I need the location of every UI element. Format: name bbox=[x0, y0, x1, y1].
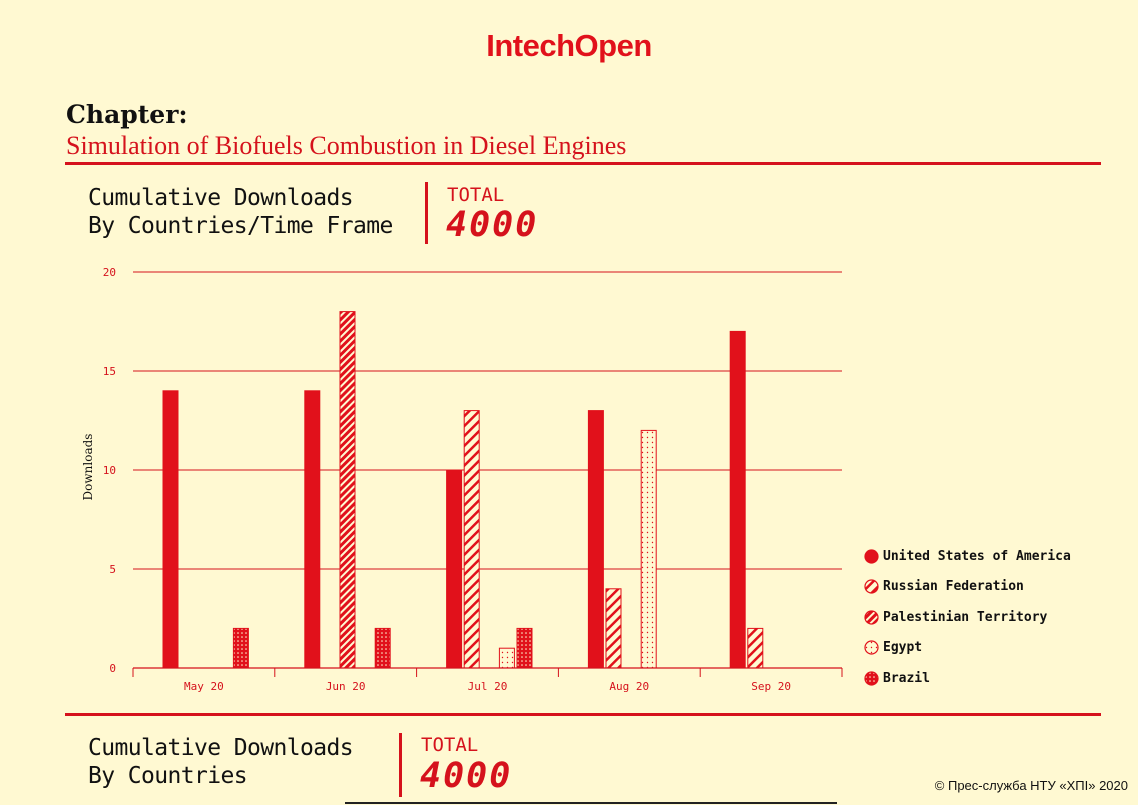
press-credit: © Прес-служба НТУ «ХПІ» 2020 bbox=[934, 778, 1128, 793]
bar-united-states-of-america bbox=[587, 410, 604, 669]
middle-divider bbox=[65, 713, 1101, 716]
x-tick-label: Aug 20 bbox=[609, 680, 649, 693]
x-axis: May 20 Jun 20 Jul 20 Aug 20 Sep 20 bbox=[132, 667, 843, 693]
bar-russian-federation bbox=[463, 410, 480, 669]
legend-item: United States of America bbox=[864, 541, 1071, 572]
total-value: 4000 bbox=[446, 205, 539, 245]
bar-united-states-of-america bbox=[446, 469, 463, 669]
bar-brazil bbox=[232, 627, 249, 669]
y-tick-label: 5 bbox=[109, 563, 116, 576]
legend-label: Brazil bbox=[883, 670, 930, 686]
legend-item: Brazil bbox=[864, 663, 1071, 694]
section-title-countries: Cumulative Downloads By Countries bbox=[88, 735, 354, 789]
x-tick-label: May 20 bbox=[184, 680, 224, 693]
legend-label: Egypt bbox=[883, 640, 923, 656]
y-tick-label: 15 bbox=[103, 365, 116, 378]
bar-brazil bbox=[516, 627, 533, 669]
legend-item: Palestinian Territory bbox=[864, 602, 1071, 633]
bar-egypt bbox=[640, 429, 657, 669]
x-tick-label: Sep 20 bbox=[751, 680, 791, 693]
x-tick-label: Jul 20 bbox=[468, 680, 508, 693]
y-tick-label: 10 bbox=[103, 464, 116, 477]
legend-swatch bbox=[864, 640, 879, 655]
x-tick-label: Jun 20 bbox=[326, 680, 366, 693]
total-label-2: TOTAL bbox=[421, 734, 479, 756]
bar-russian-federation bbox=[605, 588, 622, 669]
bar-palestinian-territory bbox=[339, 311, 356, 669]
y-tick-label: 20 bbox=[103, 266, 116, 279]
legend-swatch bbox=[864, 610, 879, 625]
legend-item: Russian Federation bbox=[864, 572, 1071, 603]
total-value-2: 4000 bbox=[420, 756, 513, 796]
bar-united-states-of-america bbox=[162, 390, 179, 669]
y-axis-label: Downloads bbox=[81, 434, 95, 501]
bar-egypt bbox=[498, 647, 515, 669]
bar-russian-federation bbox=[747, 627, 764, 669]
total-label: TOTAL bbox=[447, 184, 505, 206]
legend-swatch bbox=[864, 549, 879, 564]
chart-legend: United States of America Russian Federati… bbox=[864, 541, 1071, 694]
chapter-title: Simulation of Biofuels Combustion in Die… bbox=[66, 131, 627, 160]
legend-swatch bbox=[864, 579, 879, 594]
y-tick-labels: 0 5 10 15 20 bbox=[103, 266, 116, 675]
bar-united-states-of-america bbox=[729, 330, 746, 669]
bars bbox=[162, 311, 764, 669]
legend-label: United States of America bbox=[883, 548, 1071, 564]
section-title-time-frame: Cumulative Downloads By Countries/Time F… bbox=[88, 185, 393, 239]
legend-item: Egypt bbox=[864, 633, 1071, 664]
top-divider bbox=[65, 162, 1101, 165]
bar-united-states-of-america bbox=[304, 390, 321, 669]
chapter-label: Chapter: bbox=[66, 100, 188, 129]
total-divider-2 bbox=[399, 733, 402, 797]
legend-label: Russian Federation bbox=[883, 579, 1024, 595]
bar-brazil bbox=[374, 627, 391, 669]
y-tick-label: 0 bbox=[109, 662, 116, 675]
legend-swatch bbox=[864, 671, 879, 686]
intechopen-logo[interactable]: IntechOpen bbox=[486, 28, 652, 63]
bottom-chart-edge bbox=[345, 802, 837, 804]
legend-label: Palestinian Territory bbox=[883, 609, 1048, 625]
total-divider bbox=[425, 182, 428, 244]
